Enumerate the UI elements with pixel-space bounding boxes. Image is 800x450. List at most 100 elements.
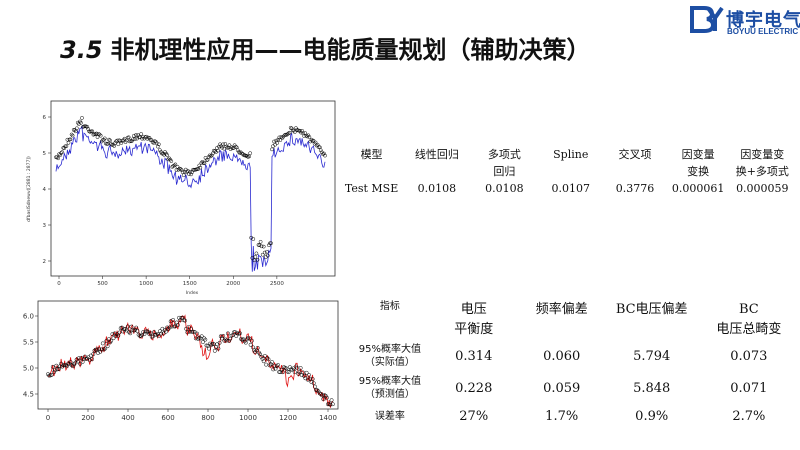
mse-cell: 0.0108 xyxy=(417,182,457,195)
plot-bottom-point xyxy=(286,370,291,375)
plot-top-point xyxy=(91,132,96,137)
plot-top-point xyxy=(251,237,256,241)
plot-bottom-point xyxy=(316,389,321,394)
plot-bottom-point xyxy=(173,324,178,329)
plot-bottom-point xyxy=(56,366,61,371)
plot-bottom-point xyxy=(133,328,137,333)
pq-header-indicator: 指标 xyxy=(379,301,400,312)
plot-bottom-point xyxy=(174,320,179,325)
plot-top-point xyxy=(90,129,95,134)
plot-bottom-xtick-label: 800 xyxy=(201,414,214,422)
plot-bottom-point xyxy=(117,330,122,335)
plot-top-point xyxy=(181,173,186,178)
pq-row-label: 95%概率大值 （预测值） xyxy=(358,376,421,400)
plot-top-xlabel: Index xyxy=(186,290,199,296)
plot-bottom-point xyxy=(329,398,334,403)
plot-bottom-point xyxy=(326,402,330,407)
pq-row-predicted: 95%概率大值 （预测值） 0.228 0.059 5.848 0.071 xyxy=(350,372,800,404)
plot-bottom-point xyxy=(278,370,283,375)
plot-bottom-point xyxy=(258,352,263,357)
plot-top-point xyxy=(289,126,294,131)
plot-bottom-point xyxy=(71,364,75,369)
plot-top-point xyxy=(136,133,140,138)
plot-top-point xyxy=(307,135,312,139)
plot-top-point xyxy=(292,130,297,134)
plot-bottom-point xyxy=(128,331,133,336)
plot-top-point xyxy=(257,243,262,248)
plot-bottom-point xyxy=(175,323,180,327)
plot-bottom-point xyxy=(292,370,297,375)
logo-chinese-text: 博宇电气 xyxy=(726,10,800,31)
plot-top-point xyxy=(267,243,271,248)
plot-top-point xyxy=(279,135,284,139)
plot-bottom-point xyxy=(164,329,168,334)
plot-top-point xyxy=(306,133,311,138)
pq-row-error: 误差率 27% 1.7% 0.9% 2.7% xyxy=(350,404,800,428)
plot-bottom-point xyxy=(237,331,242,336)
plot-bottom-point xyxy=(159,331,164,336)
pq-row-actual: 95%概率大值 （实际值） 0.314 0.060 5.794 0.073 xyxy=(350,340,800,372)
plot-top-xtick-label: 2000 xyxy=(226,281,240,287)
plot-bottom-point xyxy=(279,367,284,372)
plot-bottom-point xyxy=(54,363,59,368)
plot-top-point xyxy=(207,153,212,158)
plot-top-point xyxy=(295,127,299,132)
plot-bottom-point xyxy=(156,333,161,338)
plot-bottom-point xyxy=(152,330,157,335)
plot-bottom-point xyxy=(75,359,80,364)
plot-bottom-point xyxy=(91,352,96,357)
plot-top-point xyxy=(109,142,113,146)
plot-bottom-point xyxy=(212,348,217,353)
plot-top-point xyxy=(318,148,323,153)
plot-bottom-point xyxy=(317,391,322,396)
plot-bottom-point xyxy=(280,370,285,375)
plot-bottom-point xyxy=(307,373,311,377)
mse-cell: Test MSE xyxy=(344,182,399,195)
plot-bottom-point xyxy=(322,393,327,398)
plot-top-point xyxy=(229,145,234,150)
plot-top-point xyxy=(92,132,97,136)
plot-top-point xyxy=(302,134,307,138)
plot-bottom-point xyxy=(103,346,108,351)
plot-top-point xyxy=(198,165,203,170)
plot-top-point xyxy=(120,138,125,143)
plot-top-point xyxy=(248,151,253,156)
plot-top-point xyxy=(196,167,201,171)
plot-top-point xyxy=(140,136,145,141)
plot-bottom-point xyxy=(321,397,326,402)
pq-cell: 0.314 xyxy=(455,348,493,364)
plot-top-point xyxy=(149,138,154,142)
mse-header-linear: 线性回归 xyxy=(414,148,459,161)
plot-bottom-point xyxy=(225,331,230,336)
plot-bottom-point xyxy=(53,368,58,373)
plot-bottom-point xyxy=(203,337,208,342)
plot-top-point xyxy=(274,138,279,143)
plot-top-point xyxy=(178,167,183,171)
plot-top-ytick-label: 2 xyxy=(43,259,47,265)
mse-cell: 0.0108 xyxy=(485,182,524,195)
plot-top-series xyxy=(54,116,327,272)
mse-table: 模型 线性回归 多项式 回归 Spline 交叉项 因变量 变换 因变量变 换+多项式… xyxy=(340,146,795,197)
plot-top-point xyxy=(68,137,73,142)
plot-top-point xyxy=(190,170,194,175)
plot-bottom-point xyxy=(202,336,207,341)
pq-row-label: 95%概率大值 （实际值） xyxy=(358,344,421,368)
plot-bottom-point xyxy=(49,372,54,377)
plot-bottom-point xyxy=(147,332,152,336)
plot-top-point xyxy=(238,150,243,155)
plot-top-point xyxy=(70,133,75,138)
plot-bottom-point xyxy=(260,356,265,361)
plot-top-point xyxy=(139,132,144,136)
plot-bottom-point xyxy=(206,346,211,351)
plot-top-point xyxy=(275,141,280,145)
plot-bottom-point xyxy=(247,336,252,341)
plot-bottom-point xyxy=(78,361,83,366)
plot-bottom-xtick-label: 200 xyxy=(81,414,94,422)
plot-bottom-point xyxy=(274,364,279,369)
mse-cell: 0.000059 xyxy=(736,182,789,195)
plot-bottom-point xyxy=(148,331,153,336)
plot-bottom-point xyxy=(243,340,248,345)
plot-top-point xyxy=(233,144,238,149)
plot-top-point xyxy=(216,148,220,153)
plot-bottom-xtick-label: 0 xyxy=(46,414,50,422)
